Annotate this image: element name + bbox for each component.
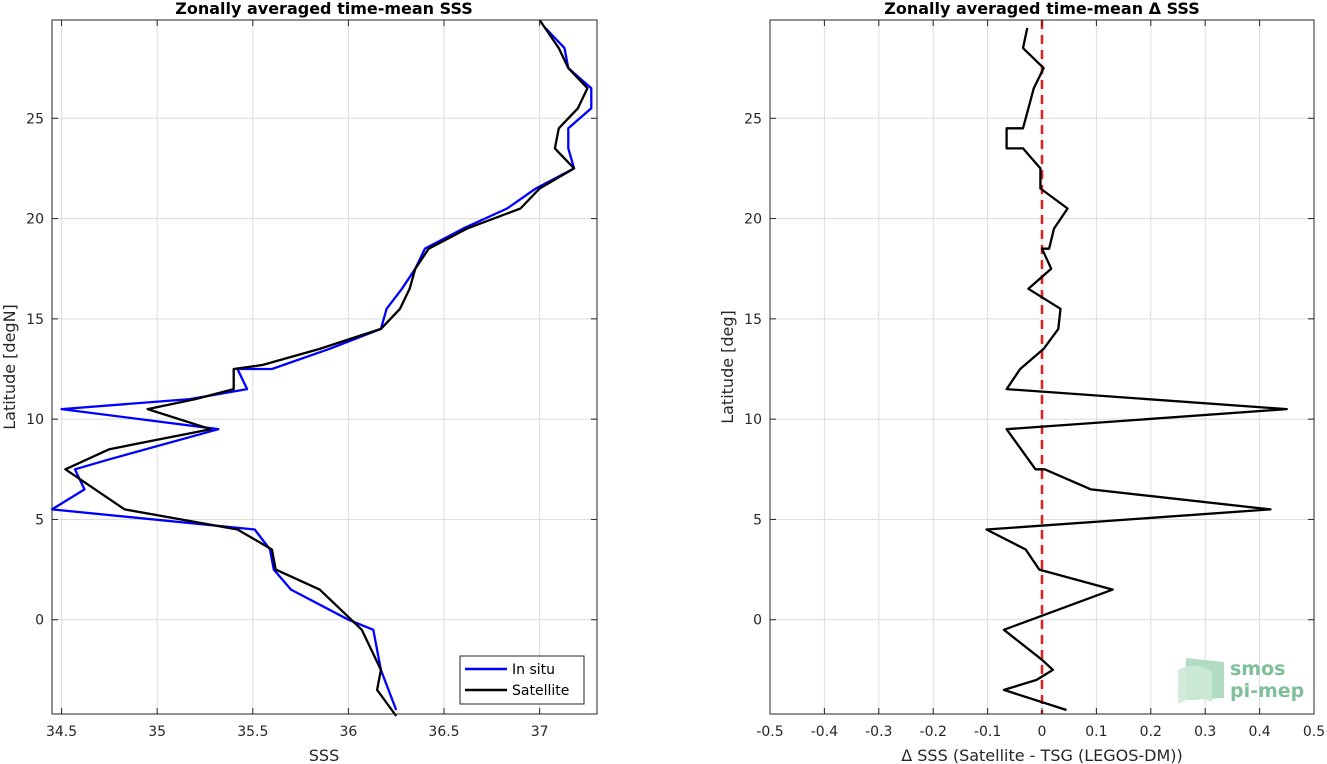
y-tick-label: 15 — [26, 312, 44, 328]
legend-label-insitu: In situ — [512, 662, 555, 678]
x-tick-label: 0.4 — [1248, 724, 1270, 740]
right-title: Zonally averaged time-mean Δ SSS — [884, 0, 1200, 18]
sss-panel: 34.5 35 35.5 36 36.5 37 0 5 10 15 20 25 Zonally ave… — [0, 0, 598, 764]
x-tick-label: 0 — [1038, 724, 1047, 740]
x-tick-label: 0.5 — [1303, 724, 1325, 740]
smos-pi-mep-logo: smos pi-mep — [1178, 658, 1304, 704]
left-series — [50, 19, 593, 717]
left-grid — [52, 20, 597, 714]
x-tick-label: -0.2 — [920, 724, 947, 740]
y-tick-label: 15 — [744, 312, 762, 328]
x-tick-label: -0.5 — [756, 724, 783, 740]
legend: In situ Satellite — [459, 655, 585, 705]
right-series — [985, 20, 1288, 714]
x-tick-label: 36.5 — [428, 724, 459, 740]
x-tick-label: 0.3 — [1194, 724, 1216, 740]
x-tick-label: 0.1 — [1085, 724, 1107, 740]
y-tick-label: 0 — [753, 613, 762, 629]
logo-wave-shape-2 — [1178, 665, 1212, 704]
left-xlabel: SSS — [309, 746, 339, 764]
x-tick-label: 36 — [339, 724, 357, 740]
x-tick-label: 0.2 — [1140, 724, 1162, 740]
x-tick-label: 37 — [531, 724, 549, 740]
left-ylabel: Latitude [degN] — [0, 304, 19, 430]
x-tick-label: 35.5 — [237, 724, 268, 740]
right-ylabel: Latitude [deg] — [718, 310, 737, 424]
y-tick-label: 5 — [753, 512, 762, 528]
x-tick-label: -0.1 — [974, 724, 1001, 740]
left-axes-box — [51, 19, 598, 715]
left-title: Zonally averaged time-mean SSS — [175, 0, 473, 18]
right-xlabel: Δ SSS (Satellite - TSG (LEGOS-DM)) — [901, 746, 1183, 764]
delta-sss-panel: -0.5 -0.4 -0.3 -0.2 -0.1 0 0.1 0.2 0.3 0.4 0.5 0 5 10… — [718, 0, 1325, 764]
legend-label-satellite: Satellite — [512, 683, 569, 699]
y-tick-label: 25 — [26, 111, 44, 127]
y-tick-label: 25 — [744, 111, 762, 127]
right-ticks: -0.5 -0.4 -0.3 -0.2 -0.1 0 0.1 0.2 0.3 0.4 0.5 0 5 10… — [744, 20, 1325, 740]
y-tick-label: 5 — [35, 512, 44, 528]
x-tick-label: 35 — [148, 724, 166, 740]
y-tick-label: 20 — [744, 212, 762, 228]
left-ticks: 34.5 35 35.5 36 36.5 37 0 5 10 15 20 25 — [26, 20, 597, 740]
y-tick-label: 20 — [26, 212, 44, 228]
series-line-series-0 — [985, 27, 1288, 712]
y-tick-label: 0 — [35, 613, 44, 629]
series-line-in-situ — [50, 27, 593, 711]
x-tick-label: 34.5 — [46, 724, 77, 740]
legend-box — [459, 655, 585, 705]
y-tick-label: 10 — [744, 412, 762, 428]
logo-text-pi-mep: pi-mep — [1230, 680, 1304, 702]
x-tick-label: -0.4 — [811, 724, 838, 740]
x-tick-label: -0.3 — [865, 724, 892, 740]
logo-text-smos: smos — [1230, 658, 1285, 680]
series-line-satellite — [64, 19, 589, 717]
y-tick-label: 10 — [26, 412, 44, 428]
